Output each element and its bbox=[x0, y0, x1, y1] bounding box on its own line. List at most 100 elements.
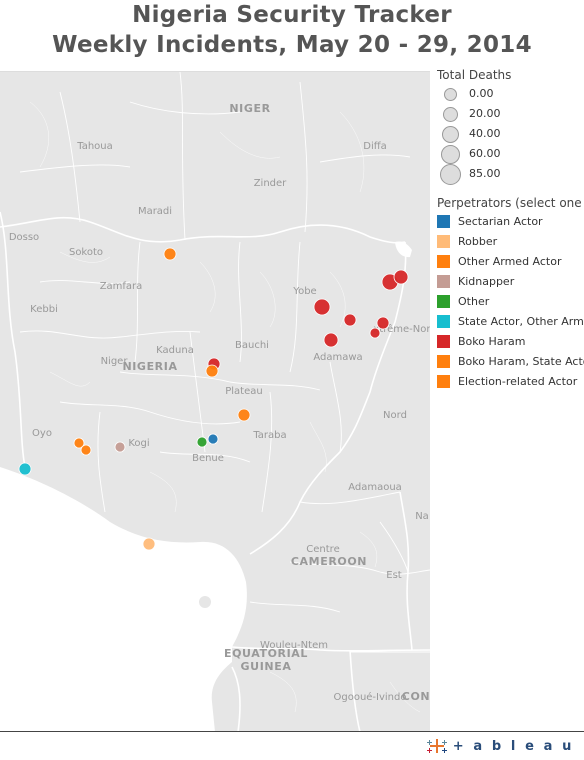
label-plateau: Plateau bbox=[225, 386, 262, 397]
size-legend-item: 0.00 bbox=[437, 84, 584, 104]
dashboard-title: Nigeria Security Tracker Weekly Incident… bbox=[0, 0, 584, 70]
label-centre: Centre bbox=[306, 544, 339, 555]
color-swatch bbox=[437, 355, 450, 368]
size-legend-item: 40.00 bbox=[437, 124, 584, 144]
label-con: CON bbox=[402, 690, 430, 703]
legend-panel: Total Deaths 0.00 20.00 40.00 60.00 85.0… bbox=[437, 68, 584, 392]
incident-marker-18[interactable] bbox=[142, 537, 156, 551]
size-legend-label: 0.00 bbox=[469, 87, 494, 100]
perpetrator-legend[interactable]: Sectarian Actor Robber Other Armed Actor… bbox=[437, 212, 584, 392]
incident-marker-13[interactable] bbox=[80, 444, 92, 456]
size-legend-label: 60.00 bbox=[469, 147, 501, 160]
bioko-island bbox=[199, 596, 211, 608]
label-equatorial: EQUATORIAL bbox=[224, 647, 308, 660]
tableau-logo-text: + a b l e a u bbox=[452, 738, 574, 754]
district-lines bbox=[29, 101, 421, 713]
label-kebbi: Kebbi bbox=[30, 304, 58, 315]
incident-marker-15[interactable] bbox=[196, 436, 208, 448]
incident-marker-11[interactable] bbox=[237, 408, 251, 422]
color-swatch bbox=[437, 315, 450, 328]
size-legend-item: 20.00 bbox=[437, 104, 584, 124]
label-sokoto: Sokoto bbox=[69, 247, 103, 258]
label-cameroon: CAMEROON bbox=[291, 555, 367, 568]
perpetrator-label: Election-related Actor bbox=[458, 375, 578, 388]
title-line-1: Nigeria Security Tracker bbox=[132, 2, 452, 28]
perpetrator-legend-item[interactable]: State Actor, Other Arme.. bbox=[437, 312, 584, 332]
color-swatch bbox=[437, 375, 450, 388]
tableau-cross-icon bbox=[426, 739, 447, 753]
label-adamaoua: Adamaoua bbox=[348, 482, 402, 493]
size-swatch-icon bbox=[443, 107, 458, 122]
perpetrator-label: Other Armed Actor bbox=[458, 255, 562, 268]
label-oyo: Oyo bbox=[32, 428, 52, 439]
perpetrator-legend-item[interactable]: Sectarian Actor bbox=[437, 212, 584, 232]
perpetrator-label: State Actor, Other Arme.. bbox=[458, 315, 584, 328]
map-svg[interactable]: NIGER NIGERIA CAMEROON EQUATORIAL GUINEA… bbox=[0, 72, 430, 732]
incident-marker-17[interactable] bbox=[18, 462, 32, 476]
incident-marker-16[interactable] bbox=[207, 433, 219, 445]
perpetrator-legend-item[interactable]: Boko Haram, State Actor bbox=[437, 352, 584, 372]
perpetrator-label: Kidnapper bbox=[458, 275, 515, 288]
incident-marker-12[interactable] bbox=[73, 437, 85, 449]
footer-divider bbox=[0, 731, 584, 732]
perpetrator-legend-title: Perpetrators (select one ... bbox=[437, 196, 584, 210]
map-labels: NIGER NIGERIA CAMEROON EQUATORIAL GUINEA… bbox=[9, 102, 430, 703]
label-bauchi: Bauchi bbox=[235, 340, 269, 351]
perpetrator-legend-item[interactable]: Election-related Actor bbox=[437, 372, 584, 392]
color-swatch bbox=[437, 335, 450, 348]
incident-marker-10[interactable] bbox=[205, 364, 219, 378]
admin-borders bbox=[19, 72, 430, 653]
label-zamfara: Zamfara bbox=[100, 281, 143, 292]
label-nigeria: NIGERIA bbox=[122, 360, 177, 373]
size-swatch-icon bbox=[442, 126, 459, 143]
incident-marker-6[interactable] bbox=[376, 316, 390, 330]
label-zinder: Zinder bbox=[254, 178, 287, 189]
incident-marker-5[interactable] bbox=[343, 313, 357, 327]
perpetrator-legend-item[interactable]: Other bbox=[437, 292, 584, 312]
perpetrator-label: Boko Haram bbox=[458, 335, 526, 348]
size-legend: 0.00 20.00 40.00 60.00 85.00 bbox=[437, 84, 584, 185]
label-ogooue-ivindo: Ogooué-Ivindo bbox=[333, 691, 406, 703]
label-dosso: Dosso bbox=[9, 232, 39, 243]
label-maradi: Maradi bbox=[138, 206, 172, 217]
tableau-logo[interactable]: + a b l e a u bbox=[426, 738, 574, 754]
color-swatch bbox=[437, 295, 450, 308]
perpetrator-legend-item[interactable]: Other Armed Actor bbox=[437, 252, 584, 272]
label-kaduna: Kaduna bbox=[156, 345, 194, 356]
size-legend-label: 20.00 bbox=[469, 107, 501, 120]
color-swatch bbox=[437, 215, 450, 228]
label-est: Est bbox=[386, 570, 402, 581]
size-legend-title: Total Deaths bbox=[437, 68, 512, 82]
label-yobe: Yobe bbox=[292, 286, 316, 297]
perpetrator-legend-item[interactable]: Boko Haram bbox=[437, 332, 584, 352]
atlantic-ocean bbox=[0, 467, 247, 732]
label-benue: Benue bbox=[192, 453, 224, 464]
size-legend-item: 60.00 bbox=[437, 144, 584, 164]
label-niger: NIGER bbox=[229, 102, 270, 115]
perpetrator-label: Robber bbox=[458, 235, 498, 248]
size-swatch-icon bbox=[440, 164, 461, 185]
incident-marker-8[interactable] bbox=[323, 332, 339, 348]
size-swatch-icon bbox=[444, 88, 457, 101]
label-taraba: Taraba bbox=[252, 430, 286, 441]
incident-marker-3[interactable] bbox=[393, 269, 409, 285]
perpetrator-legend-item[interactable]: Kidnapper bbox=[437, 272, 584, 292]
label-niger-state: Niger bbox=[101, 356, 129, 367]
incident-marker-14[interactable] bbox=[114, 441, 126, 453]
size-legend-label: 85.00 bbox=[469, 167, 501, 180]
incident-marker-7[interactable] bbox=[369, 327, 381, 339]
incident-marker-4[interactable] bbox=[313, 298, 331, 316]
incident-markers[interactable] bbox=[18, 247, 409, 551]
color-swatch bbox=[437, 235, 450, 248]
label-guinea: GUINEA bbox=[241, 660, 292, 673]
title-line-2: Weekly Incidents, May 20 - 29, 2014 bbox=[52, 32, 532, 58]
label-adamawa: Adamawa bbox=[313, 352, 362, 363]
incident-marker-1[interactable] bbox=[163, 247, 177, 261]
map-view[interactable]: NIGER NIGERIA CAMEROON EQUATORIAL GUINEA… bbox=[0, 71, 430, 732]
label-wouleu-ntem: Wouleu-Ntem bbox=[260, 640, 328, 651]
size-legend-item: 85.00 bbox=[437, 164, 584, 185]
perpetrator-label: Sectarian Actor bbox=[458, 215, 543, 228]
label-diffa: Diffa bbox=[363, 141, 387, 152]
lake-chad bbox=[395, 241, 412, 258]
perpetrator-legend-item[interactable]: Robber bbox=[437, 232, 584, 252]
